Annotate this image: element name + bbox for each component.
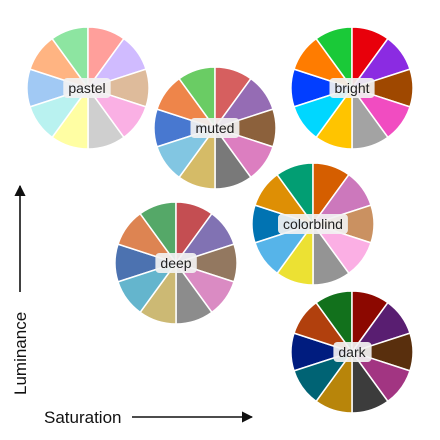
palette-wheel-pastel: pastel (26, 26, 150, 150)
palette-wheel-dark: dark (290, 290, 414, 414)
palette-wheel-label: colorblind (283, 216, 343, 232)
luminance-axis: Luminance (11, 184, 30, 395)
palette-wedge (117, 261, 178, 314)
wheel-layer: pastel muted bright colorblind deep dark (26, 26, 414, 414)
palette-wheel-bright: bright (290, 26, 414, 150)
palette-wheel-label-background (63, 78, 111, 98)
saturation-axis-label: Saturation (44, 408, 122, 427)
palette-wedge (29, 86, 90, 139)
palette-wheel-muted: muted (153, 66, 277, 190)
palette-wedge (156, 126, 217, 179)
luminance-axis-label: Luminance (11, 312, 30, 395)
palette-wedge (293, 86, 354, 139)
palette-wheel-label: muted (196, 120, 235, 136)
palette-wheel-label-background (278, 214, 348, 234)
palette-wheel-label: bright (334, 80, 369, 96)
palette-wheel-label-background (333, 342, 372, 362)
palette-wheel-label-background (190, 118, 240, 138)
palette-wedge (293, 350, 354, 403)
palette-wheel-label-background (155, 253, 197, 273)
palette-wedge (254, 222, 315, 275)
palette-wheel-label: dark (338, 344, 366, 360)
saturation-axis: Saturation (44, 408, 254, 427)
palette-wheel-label-background (329, 78, 375, 98)
palette-wheel-label: deep (160, 255, 191, 271)
palette-wheel-colorblind: colorblind (251, 162, 375, 286)
palette-wheel-label: pastel (68, 80, 105, 96)
palette-wheel-deep: deep (114, 201, 238, 325)
